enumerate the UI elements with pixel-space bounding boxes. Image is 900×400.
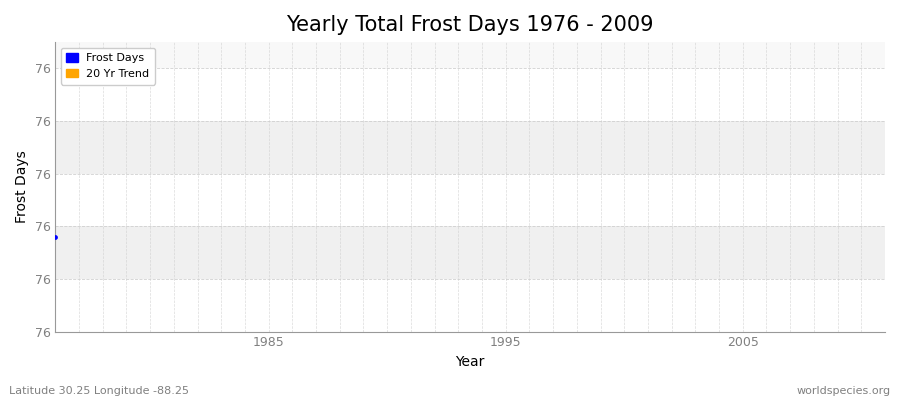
Bar [55,121,885,174]
X-axis label: Year: Year [455,355,485,369]
Bar [55,279,885,332]
Text: Latitude 30.25 Longitude -88.25: Latitude 30.25 Longitude -88.25 [9,386,189,396]
Title: Yearly Total Frost Days 1976 - 2009: Yearly Total Frost Days 1976 - 2009 [286,15,654,35]
Point [48,234,62,240]
Bar [55,226,885,279]
Legend: Frost Days, 20 Yr Trend: Frost Days, 20 Yr Trend [61,48,155,84]
Bar [55,68,885,121]
Text: worldspecies.org: worldspecies.org [796,386,891,396]
Bar [55,174,885,226]
Y-axis label: Frost Days: Frost Days [15,150,29,223]
